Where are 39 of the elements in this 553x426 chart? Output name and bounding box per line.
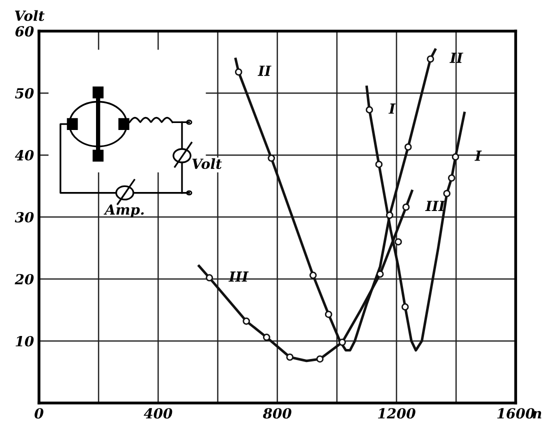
annotation: Amp. [104, 204, 144, 218]
point [386, 212, 394, 219]
x-tick-label: 800 [263, 408, 292, 419]
x-tick-label: 1200 [378, 408, 416, 419]
x-axis-title: n [532, 410, 542, 418]
y-tick-label: 40 [14, 150, 34, 161]
point [268, 154, 276, 162]
text: II [258, 66, 272, 76]
point [286, 353, 294, 361]
x-tick-label: 1600 [497, 408, 535, 419]
point [426, 55, 434, 63]
point [376, 270, 384, 278]
point [452, 153, 460, 161]
text: I [388, 104, 396, 114]
point [324, 310, 332, 318]
y-axis-title: Volt [14, 10, 45, 21]
point [262, 334, 270, 341]
x-tick-label: 400 [144, 408, 172, 419]
y-tick-label: 30 [14, 212, 34, 223]
y-tick-label: 50 [15, 88, 34, 99]
point [242, 318, 250, 325]
point [309, 272, 317, 279]
point [402, 203, 410, 211]
point [366, 106, 374, 114]
y-tick-label: 10 [16, 336, 34, 346]
point [375, 160, 383, 168]
point [394, 238, 402, 246]
annotation: Volt [192, 158, 222, 170]
point [402, 303, 409, 311]
x-tick-label: 0 [34, 408, 44, 419]
point [338, 338, 346, 346]
point [443, 190, 450, 198]
y-tick-label: 20 [14, 274, 34, 285]
point [448, 174, 456, 182]
point [234, 68, 242, 76]
point [404, 143, 412, 151]
point [316, 355, 324, 363]
point [206, 274, 214, 282]
y-tick-label: 60 [15, 26, 34, 37]
